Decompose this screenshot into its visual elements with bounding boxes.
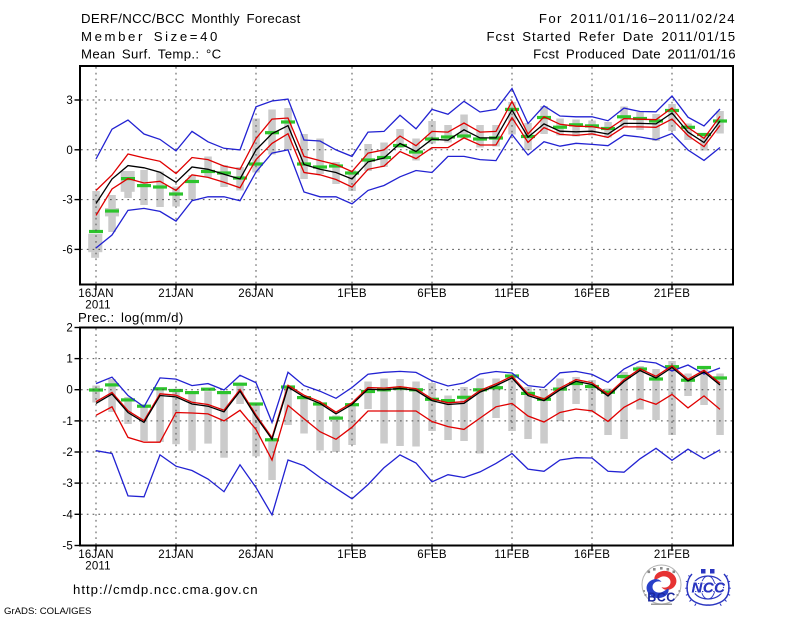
svg-text:DERF/NCC/BCC Monthly Forecast: DERF/NCC/BCC Monthly Forecast	[81, 11, 301, 26]
svg-text:1FEB: 1FEB	[337, 288, 367, 300]
svg-text:-2: -2	[62, 447, 73, 459]
svg-text:16FEB: 16FEB	[574, 549, 610, 561]
svg-text:-3: -3	[62, 478, 73, 490]
svg-text:3: 3	[66, 95, 73, 107]
svg-text:2011: 2011	[85, 300, 111, 312]
svg-text:16JAN: 16JAN	[78, 288, 114, 300]
svg-text:1: 1	[66, 354, 73, 366]
svg-text:11FEB: 11FEB	[494, 288, 529, 300]
svg-text:6FEB: 6FEB	[417, 549, 447, 561]
svg-text:21JAN: 21JAN	[158, 549, 194, 561]
svg-text:-4: -4	[62, 509, 73, 521]
svg-text:http://cmdp.ncc.cma.gov.cn: http://cmdp.ncc.cma.gov.cn	[73, 582, 259, 597]
svg-text:26JAN: 26JAN	[238, 549, 274, 561]
svg-text:2011: 2011	[85, 561, 111, 573]
svg-text:-5: -5	[62, 541, 73, 553]
svg-text:16JAN: 16JAN	[78, 549, 114, 561]
svg-text:-1: -1	[62, 416, 73, 428]
svg-text:NCC: NCC	[692, 580, 727, 597]
svg-text:For 2011/01/16–2011/02/24: For 2011/01/16–2011/02/24	[539, 11, 736, 26]
svg-text:BCC: BCC	[647, 591, 676, 605]
svg-text:Fcst Started Refer Date 2011/0: Fcst Started Refer Date 2011/01/15	[486, 29, 736, 44]
svg-text:Mean Surf. Temp.: °C: Mean Surf. Temp.: °C	[81, 47, 222, 62]
svg-text:-3: -3	[62, 195, 73, 207]
svg-text:0: 0	[66, 385, 73, 397]
svg-text:0: 0	[66, 145, 73, 157]
svg-text:21JAN: 21JAN	[158, 288, 194, 300]
svg-text:Member Size=40: Member Size=40	[81, 29, 220, 44]
svg-text:26JAN: 26JAN	[238, 288, 274, 300]
svg-text:21FEB: 21FEB	[654, 549, 690, 561]
svg-text:1FEB: 1FEB	[337, 549, 367, 561]
svg-text:Fcst Produced Date 2011/01/16: Fcst Produced Date 2011/01/16	[533, 47, 736, 62]
svg-text:2: 2	[66, 323, 73, 335]
svg-text:GrADS: COLA/IGES: GrADS: COLA/IGES	[4, 606, 91, 617]
svg-text:-6: -6	[62, 244, 73, 256]
svg-text:16FEB: 16FEB	[574, 288, 610, 300]
svg-text:11FEB: 11FEB	[494, 549, 529, 561]
svg-text:21FEB: 21FEB	[654, 288, 690, 300]
svg-text:6FEB: 6FEB	[417, 288, 447, 300]
svg-text:NCC: NCC	[692, 580, 727, 597]
svg-text:Prec.: log(mm/d): Prec.: log(mm/d)	[78, 310, 184, 325]
